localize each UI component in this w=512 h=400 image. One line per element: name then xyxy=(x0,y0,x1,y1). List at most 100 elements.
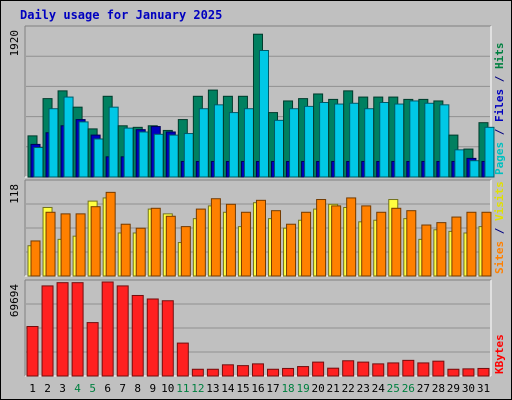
bar-kbytes-day-11 xyxy=(176,342,189,377)
x-tick-label: 3 xyxy=(59,382,66,395)
bar-sites-day-28 xyxy=(436,222,447,277)
bar-sites-day-16 xyxy=(255,199,266,277)
bar-kbytes-day-20 xyxy=(312,361,325,377)
bar-pages-day-29 xyxy=(454,149,465,178)
bar-sites-day-4 xyxy=(75,213,86,277)
bar-kbytes-day-4 xyxy=(71,282,84,377)
x-tick-label: 29 xyxy=(447,382,460,395)
legend-entry: KBytes xyxy=(493,334,506,374)
bar-sites-day-10 xyxy=(165,215,176,277)
bar-pages-day-31 xyxy=(484,126,495,178)
chart-title: Daily usage for January 2025 xyxy=(20,8,223,22)
bar-kbytes-day-7 xyxy=(116,285,129,377)
bar-pages-day-30 xyxy=(469,160,480,178)
bar-pages-day-15 xyxy=(243,108,254,178)
x-tick-label: 2 xyxy=(44,382,51,395)
bar-pages-day-8 xyxy=(138,131,149,178)
bar-pages-day-28 xyxy=(439,104,450,178)
bar-pages-day-14 xyxy=(228,112,239,178)
bar-pages-day-20 xyxy=(319,102,330,178)
bar-sites-day-24 xyxy=(376,211,387,277)
bar-pages-day-27 xyxy=(424,102,435,178)
bar-pages-day-16 xyxy=(258,50,269,178)
bar-kbytes-day-28 xyxy=(432,360,445,377)
x-tick-label: 1 xyxy=(29,382,36,395)
bar-sites-day-5 xyxy=(90,206,101,277)
bar-kbytes-day-14 xyxy=(221,364,234,377)
x-tick-label: 21 xyxy=(327,382,340,395)
series-legend-label: KBytes xyxy=(493,334,506,374)
x-tick-label: 18 xyxy=(281,382,294,395)
bar-kbytes-day-15 xyxy=(236,365,249,377)
x-tick-label: 28 xyxy=(432,382,445,395)
bar-kbytes-day-10 xyxy=(161,300,174,377)
x-tick-label: 12 xyxy=(191,382,204,395)
bar-pages-day-24 xyxy=(379,102,390,178)
bar-kbytes-day-23 xyxy=(357,361,370,377)
x-tick-label: 5 xyxy=(89,382,96,395)
bar-pages-day-11 xyxy=(183,133,194,178)
bar-pages-day-18 xyxy=(289,108,300,178)
bar-sites-day-9 xyxy=(150,207,161,277)
bar-kbytes-day-1 xyxy=(26,326,39,377)
bar-pages-day-21 xyxy=(334,103,345,178)
bar-sites-day-27 xyxy=(421,224,432,277)
bar-pages-day-13 xyxy=(213,104,224,178)
x-tick-label: 30 xyxy=(462,382,475,395)
bar-sites-day-21 xyxy=(331,205,342,277)
bar-kbytes-day-16 xyxy=(251,363,264,377)
legend-entry: Files xyxy=(493,89,506,122)
legend-entry: / xyxy=(493,122,506,142)
x-tick-label: 6 xyxy=(104,382,111,395)
bar-sites-day-25 xyxy=(391,207,402,277)
bar-kbytes-day-13 xyxy=(206,368,219,377)
series-legend-label: Sites / Visits xyxy=(493,181,506,274)
bar-sites-day-31 xyxy=(481,211,492,277)
x-tick-label: 17 xyxy=(266,382,279,395)
bar-sites-day-3 xyxy=(60,213,71,277)
bar-sites-day-7 xyxy=(120,223,131,277)
bar-sites-day-29 xyxy=(451,216,462,277)
bar-kbytes-day-27 xyxy=(417,362,430,377)
bar-kbytes-day-25 xyxy=(387,362,400,377)
bar-pages-day-3 xyxy=(63,96,74,178)
bar-kbytes-day-26 xyxy=(402,359,415,377)
legend-entry: Sites xyxy=(493,241,506,274)
x-tick-label: 19 xyxy=(296,382,309,395)
bar-kbytes-day-8 xyxy=(131,294,144,377)
bar-sites-day-18 xyxy=(286,223,297,277)
bar-sites-day-17 xyxy=(271,210,282,277)
x-tick-label: 15 xyxy=(236,382,249,395)
bar-kbytes-day-9 xyxy=(146,298,159,377)
x-tick-label: 26 xyxy=(402,382,415,395)
legend-entry: Hits xyxy=(493,43,506,70)
bar-sites-day-30 xyxy=(466,211,477,277)
bar-sites-day-6 xyxy=(105,191,116,277)
bar-kbytes-day-29 xyxy=(447,368,460,377)
bar-kbytes-day-5 xyxy=(86,322,99,377)
legend-entry: / xyxy=(493,69,506,89)
bar-sites-day-15 xyxy=(240,211,251,277)
x-tick-label: 27 xyxy=(417,382,430,395)
bar-pages-day-12 xyxy=(198,108,209,178)
bar-sites-day-11 xyxy=(180,226,191,277)
x-tick-label: 24 xyxy=(372,382,386,395)
y-max-label: 1920 xyxy=(8,30,21,57)
bar-pages-day-22 xyxy=(349,102,360,178)
bar-pages-day-23 xyxy=(364,108,375,178)
bar-pages-day-6 xyxy=(108,106,119,178)
bar-kbytes-day-17 xyxy=(267,368,280,377)
x-tick-label: 9 xyxy=(149,382,156,395)
bar-kbytes-day-21 xyxy=(327,367,340,377)
bar-pages-day-26 xyxy=(409,100,420,178)
x-tick-label: 16 xyxy=(251,382,264,395)
legend-entry: Visits xyxy=(493,181,506,221)
bar-kbytes-day-19 xyxy=(297,366,310,377)
legend-entry: Pages xyxy=(493,142,506,175)
bar-pages-day-7 xyxy=(123,127,134,178)
y-max-label: 118 xyxy=(8,184,21,204)
x-tick-label: 7 xyxy=(119,382,126,395)
bar-sites-day-13 xyxy=(210,198,221,277)
bar-kbytes-day-30 xyxy=(462,368,475,377)
